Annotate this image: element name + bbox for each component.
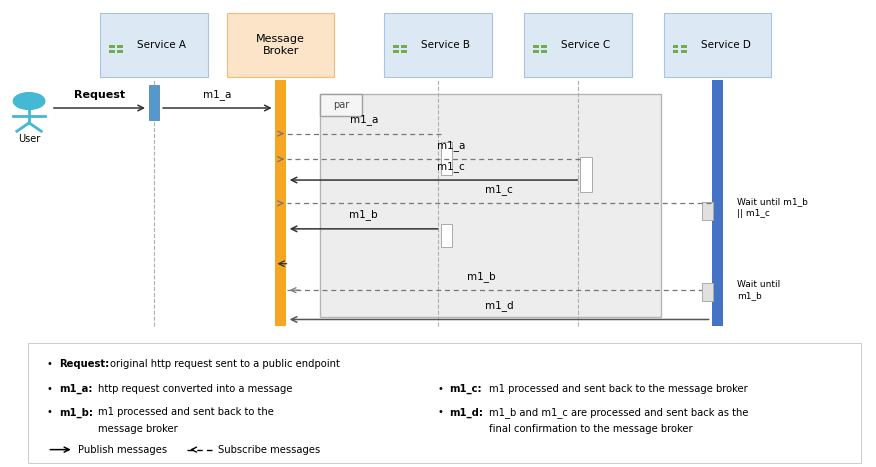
Text: m1_a: m1_a [350, 114, 378, 125]
Bar [393, 45, 399, 48]
Text: Message
Broker: Message Broker [257, 35, 305, 56]
Bar [702, 283, 713, 301]
Text: Publish messages: Publish messages [78, 445, 167, 454]
FancyBboxPatch shape [100, 13, 208, 78]
FancyBboxPatch shape [664, 13, 772, 78]
Text: •: • [47, 407, 56, 417]
Circle shape [13, 92, 45, 109]
Text: Service B: Service B [421, 40, 470, 50]
FancyBboxPatch shape [28, 343, 861, 463]
Text: m1_b: m1_b [468, 271, 496, 282]
Text: http request converted into a message: http request converted into a message [98, 384, 293, 394]
Bar [673, 45, 678, 48]
Text: •: • [47, 384, 56, 394]
Bar [541, 45, 547, 48]
Bar [117, 50, 123, 53]
FancyBboxPatch shape [320, 94, 362, 116]
Text: Wait until m1_b
|| m1_c: Wait until m1_b || m1_c [737, 198, 808, 218]
Bar [117, 45, 123, 48]
Bar [673, 50, 678, 53]
Text: m1_a:: m1_a: [59, 384, 92, 394]
FancyBboxPatch shape [385, 13, 491, 78]
Bar [401, 45, 407, 48]
Text: Subscribe messages: Subscribe messages [218, 445, 320, 454]
Text: m1_c: m1_c [437, 161, 465, 172]
Bar [541, 50, 547, 53]
Text: final confirmation to the message broker: final confirmation to the message broker [489, 424, 692, 434]
Bar [401, 50, 407, 53]
Bar [533, 45, 539, 48]
Text: •: • [438, 384, 447, 394]
Bar [581, 157, 592, 191]
Text: Request:: Request: [59, 359, 109, 368]
Text: Service D: Service D [701, 40, 751, 50]
Text: m1_b:: m1_b: [59, 407, 93, 417]
Text: m1_a: m1_a [437, 140, 465, 151]
Text: Service C: Service C [561, 40, 610, 50]
FancyBboxPatch shape [524, 13, 632, 78]
Text: m1_d:: m1_d: [449, 407, 484, 417]
Bar [109, 45, 115, 48]
Text: m1_b and m1_c are processed and sent back as the: m1_b and m1_c are processed and sent bac… [489, 407, 748, 418]
Text: message broker: message broker [98, 424, 178, 434]
Text: •: • [438, 407, 447, 417]
FancyBboxPatch shape [227, 13, 335, 78]
FancyBboxPatch shape [320, 94, 661, 317]
Text: •: • [47, 359, 56, 368]
Bar [393, 50, 399, 53]
Text: Service A: Service A [137, 40, 186, 50]
Bar [712, 80, 724, 326]
Bar [275, 80, 286, 326]
Bar [702, 202, 713, 219]
Text: Request: Request [74, 90, 125, 99]
Text: m1 processed and sent back to the message broker: m1 processed and sent back to the messag… [489, 384, 747, 394]
Text: Wait until
m1_b: Wait until m1_b [737, 280, 781, 300]
Text: User: User [18, 134, 40, 143]
Text: m1_a: m1_a [203, 89, 231, 99]
Bar [149, 85, 159, 120]
Text: m1 processed and sent back to the: m1 processed and sent back to the [98, 407, 274, 417]
Bar [681, 50, 687, 53]
Text: m1_b: m1_b [350, 210, 378, 220]
Text: m1_d: m1_d [484, 300, 513, 311]
Bar [533, 50, 539, 53]
Text: original http request sent to a public endpoint: original http request sent to a public e… [110, 359, 340, 368]
Text: m1_c:: m1_c: [449, 384, 482, 394]
Bar [441, 142, 452, 176]
Bar [109, 50, 115, 53]
Text: m1_c: m1_c [485, 184, 513, 195]
Bar [441, 224, 452, 248]
Text: par: par [333, 100, 350, 110]
Bar [681, 45, 687, 48]
